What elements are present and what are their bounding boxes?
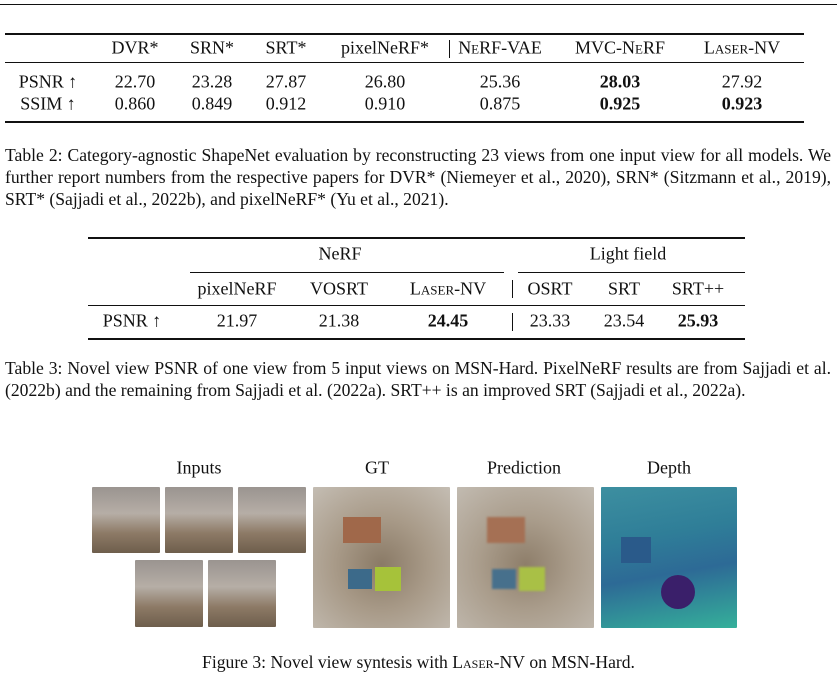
bottom-rule (5, 121, 804, 123)
column-separator (512, 280, 513, 298)
table-cell: 21.38 (318, 310, 360, 331)
column-header: MVC-NeRF (575, 37, 665, 58)
object (621, 537, 651, 563)
input-image (165, 487, 233, 553)
table-3-caption: Table 3: Novel view PSNR of one view fro… (5, 358, 831, 400)
input-image (92, 487, 160, 553)
table-cell: 0.923 (721, 93, 763, 114)
table-cell: 23.33 (529, 310, 571, 331)
table-cell: 23.54 (603, 310, 645, 331)
table-cell: 0.910 (364, 93, 406, 114)
table-cell: 25.93 (677, 310, 719, 331)
column-header: Laser-NV (409, 278, 487, 299)
table-cell: 0.860 (114, 93, 156, 114)
column-header: OSRT (527, 278, 573, 299)
caption-text: Laser-NV (452, 652, 525, 672)
input-image (135, 560, 203, 627)
group-rule (518, 272, 745, 273)
gt-image (313, 487, 450, 628)
top-rule (88, 237, 745, 239)
column-header: pixelNeRF* (341, 37, 429, 58)
mid-rule (5, 62, 804, 63)
header-rule (0, 4, 837, 5)
row-label: SSIM ↑ (20, 93, 76, 114)
column-header: NeRF-VAE (458, 37, 542, 58)
column-separator (449, 40, 450, 58)
depth-image (601, 487, 737, 628)
table-cell: 0.875 (479, 93, 521, 114)
table-cell: 26.80 (364, 71, 406, 92)
table-cell: 27.92 (721, 71, 763, 92)
bottom-rule (88, 338, 745, 340)
object (492, 569, 516, 589)
top-rule (5, 33, 804, 35)
table-cell: 25.36 (479, 71, 521, 92)
group-header: NeRF (318, 243, 362, 264)
table-cell: 23.28 (191, 71, 233, 92)
object (348, 569, 372, 589)
group-header: Light field (589, 243, 667, 264)
row-label: PSNR ↑ (102, 310, 162, 331)
column-header: Laser-NV (703, 37, 781, 58)
table-cell: 24.45 (427, 310, 469, 331)
table-cell: 22.70 (114, 71, 156, 92)
row-label: PSNR ↑ (18, 71, 78, 92)
figure-label: Depth (647, 457, 691, 478)
column-header: pixelNeRF (197, 278, 277, 299)
column-header: SRT (608, 278, 640, 299)
table-cell: 21.97 (216, 310, 258, 331)
mid-rule (88, 305, 745, 306)
table-cell: 27.87 (265, 71, 307, 92)
figure-label: GT (365, 457, 389, 478)
figure-label: Prediction (487, 457, 561, 478)
caption-text: on MSN-Hard. (529, 652, 635, 672)
table-2-caption: Table 2: Category-agnostic ShapeNet eval… (5, 145, 831, 209)
column-separator (512, 313, 513, 331)
column-header: SRT++ (671, 278, 725, 299)
object (343, 517, 381, 543)
table-cell: 28.03 (599, 71, 641, 92)
object (519, 567, 545, 591)
prediction-image (457, 487, 594, 628)
column-header: SRT* (265, 37, 307, 58)
object (375, 567, 401, 591)
input-image (208, 560, 276, 627)
column-header: VOSRT (310, 278, 368, 299)
object (661, 575, 695, 609)
caption-text: Figure 3: Novel view syntesis with (202, 652, 448, 672)
group-rule (190, 272, 504, 273)
table-cell: 0.925 (599, 93, 641, 114)
object (487, 517, 525, 543)
column-header: SRN* (189, 37, 235, 58)
table-cell: 0.912 (265, 93, 307, 114)
column-header: DVR* (111, 37, 159, 58)
input-image (238, 487, 306, 553)
figure-label: Inputs (176, 457, 222, 478)
figure-caption: Figure 3: Novel view syntesis with Laser… (0, 652, 837, 673)
table-cell: 0.849 (191, 93, 233, 114)
